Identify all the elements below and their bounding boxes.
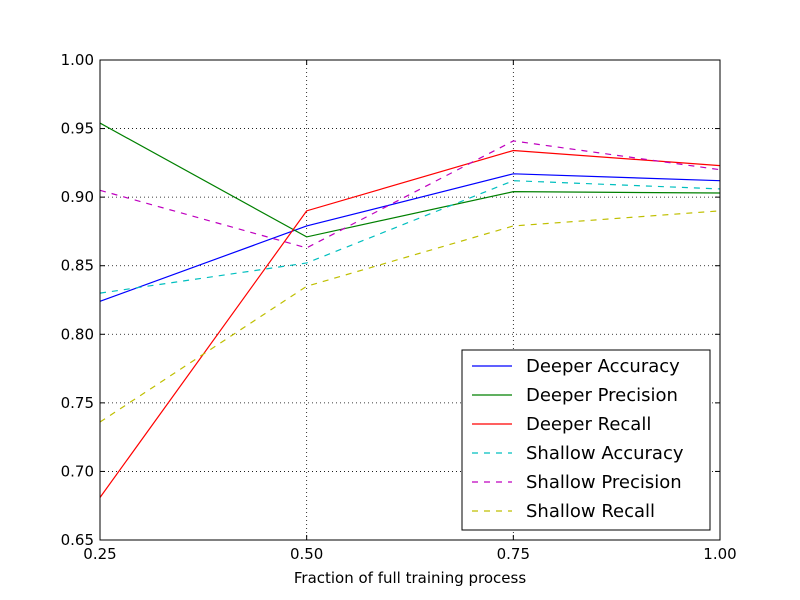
x-tick-label: 1.00 [703,545,736,563]
series-line-shallow-recall [99,210,721,423]
x-axis-label: Fraction of full training process [294,569,526,587]
series-line-deeper-accuracy [99,173,721,302]
legend: Deeper Accuracy Deeper Precision Deeper Re… [461,349,711,531]
plot-frame [99,59,721,541]
y-tick-label: 0.90 [61,188,94,206]
y-tick-label: 0.65 [61,531,94,549]
plot-series [99,122,721,498]
series-line-shallow-accuracy [99,180,721,294]
legend-label: Deeper Recall [526,414,651,435]
legend-box [461,349,711,531]
x-tick-label: 0.75 [497,545,530,563]
y-tick-label: 1.00 [61,51,94,69]
y-tick-label: 0.95 [61,120,94,138]
legend-label: Deeper Accuracy [526,356,680,377]
legend-label: Deeper Precision [526,385,678,406]
y-tick-label: 0.70 [61,462,94,480]
legend-label: Shallow Precision [526,472,682,493]
y-tick-label: 0.75 [61,394,94,412]
x-tick-label: 0.25 [83,545,116,563]
y-tick-label: 0.80 [61,325,94,343]
legend-label: Shallow Accuracy [526,443,684,464]
x-tick-label: 0.50 [290,545,323,563]
y-tick-label: 0.85 [61,257,94,275]
series-line-shallow-precision [99,140,721,249]
legend-label: Shallow Recall [526,501,655,522]
axis-ticks: 0.25 0.50 0.75 1.00 0.65 0.70 0.75 0.80 0.85 0.90… [61,51,737,563]
series-line-deeper-precision [99,122,721,238]
